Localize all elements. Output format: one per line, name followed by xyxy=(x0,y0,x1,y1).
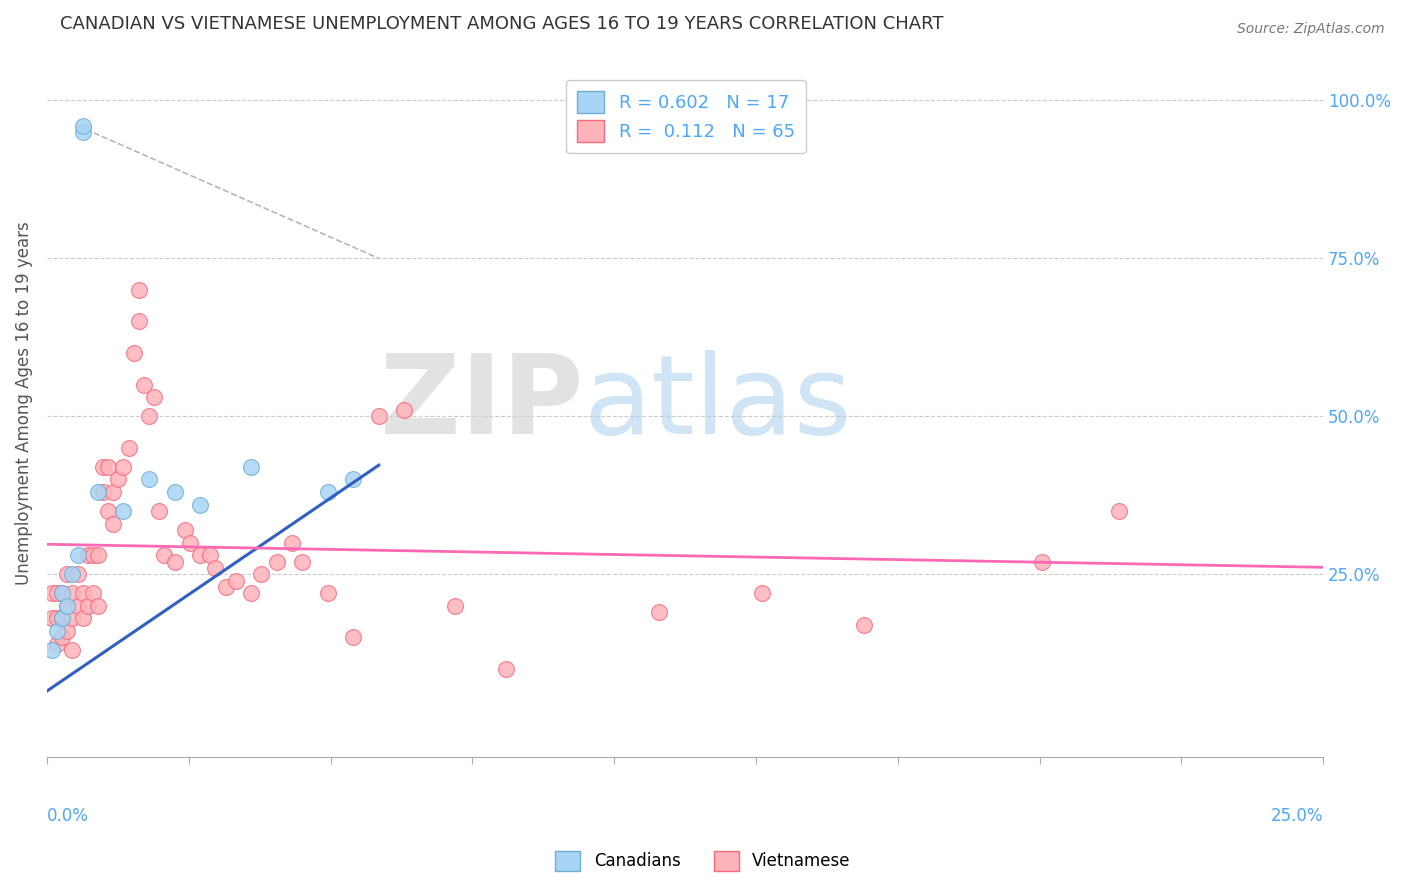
Legend: R = 0.602   N = 17, R =  0.112   N = 65: R = 0.602 N = 17, R = 0.112 N = 65 xyxy=(567,80,806,153)
Text: 25.0%: 25.0% xyxy=(1271,807,1323,825)
Point xyxy=(138,472,160,486)
Point xyxy=(72,611,94,625)
Point xyxy=(103,516,125,531)
Text: Source: ZipAtlas.com: Source: ZipAtlas.com xyxy=(1237,22,1385,37)
Point xyxy=(266,555,288,569)
Point xyxy=(51,611,73,625)
Point xyxy=(46,611,69,625)
Point xyxy=(41,611,63,625)
Point xyxy=(87,599,110,613)
Point xyxy=(87,548,110,562)
Point xyxy=(128,314,150,328)
Point xyxy=(76,548,98,562)
Point xyxy=(56,567,79,582)
Text: CANADIAN VS VIETNAMESE UNEMPLOYMENT AMONG AGES 16 TO 19 YEARS CORRELATION CHART: CANADIAN VS VIETNAMESE UNEMPLOYMENT AMON… xyxy=(59,15,943,33)
Point xyxy=(342,472,364,486)
Point xyxy=(163,485,186,500)
Point xyxy=(153,548,176,562)
Point xyxy=(291,555,314,569)
Point xyxy=(214,580,236,594)
Point xyxy=(46,624,69,638)
Point xyxy=(852,617,875,632)
Point xyxy=(66,599,89,613)
Point xyxy=(82,548,104,562)
Point xyxy=(46,637,69,651)
Point xyxy=(72,586,94,600)
Point xyxy=(200,548,222,562)
Point xyxy=(444,599,467,613)
Point xyxy=(112,459,135,474)
Text: atlas: atlas xyxy=(583,351,852,457)
Point xyxy=(56,599,79,613)
Point xyxy=(66,567,89,582)
Point xyxy=(56,624,79,638)
Point xyxy=(1031,555,1053,569)
Point xyxy=(173,523,195,537)
Point xyxy=(72,119,94,133)
Point xyxy=(62,586,84,600)
Point xyxy=(316,485,339,500)
Legend: Canadians, Vietnamese: Canadians, Vietnamese xyxy=(547,842,859,880)
Point xyxy=(188,498,211,512)
Point xyxy=(41,586,63,600)
Point xyxy=(495,662,517,676)
Point xyxy=(56,599,79,613)
Point xyxy=(240,459,263,474)
Point xyxy=(66,548,89,562)
Point xyxy=(76,599,98,613)
Point xyxy=(316,586,339,600)
Point xyxy=(87,485,110,500)
Point xyxy=(132,377,155,392)
Point xyxy=(97,504,120,518)
Point xyxy=(117,441,139,455)
Point xyxy=(51,586,73,600)
Point xyxy=(41,643,63,657)
Point xyxy=(367,409,389,424)
Point xyxy=(62,611,84,625)
Point xyxy=(62,643,84,657)
Point xyxy=(51,631,73,645)
Point xyxy=(97,459,120,474)
Point xyxy=(62,567,84,582)
Point xyxy=(51,586,73,600)
Point xyxy=(751,586,773,600)
Point xyxy=(143,390,166,404)
Point xyxy=(148,504,170,518)
Point xyxy=(225,574,247,588)
Point xyxy=(163,555,186,569)
Point xyxy=(240,586,263,600)
Text: ZIP: ZIP xyxy=(380,351,583,457)
Point xyxy=(46,586,69,600)
Point xyxy=(91,459,114,474)
Point xyxy=(281,535,304,549)
Point xyxy=(188,548,211,562)
Point xyxy=(250,567,273,582)
Point xyxy=(107,472,129,486)
Text: 0.0%: 0.0% xyxy=(46,807,89,825)
Point xyxy=(122,346,145,360)
Point xyxy=(91,485,114,500)
Point xyxy=(204,561,226,575)
Y-axis label: Unemployment Among Ages 16 to 19 years: Unemployment Among Ages 16 to 19 years xyxy=(15,222,32,585)
Point xyxy=(82,586,104,600)
Point xyxy=(128,283,150,297)
Point xyxy=(394,403,416,417)
Point xyxy=(1108,504,1130,518)
Point xyxy=(51,611,73,625)
Point xyxy=(103,485,125,500)
Point xyxy=(138,409,160,424)
Point xyxy=(179,535,201,549)
Point xyxy=(112,504,135,518)
Point xyxy=(648,605,671,619)
Point xyxy=(72,125,94,139)
Point xyxy=(342,631,364,645)
